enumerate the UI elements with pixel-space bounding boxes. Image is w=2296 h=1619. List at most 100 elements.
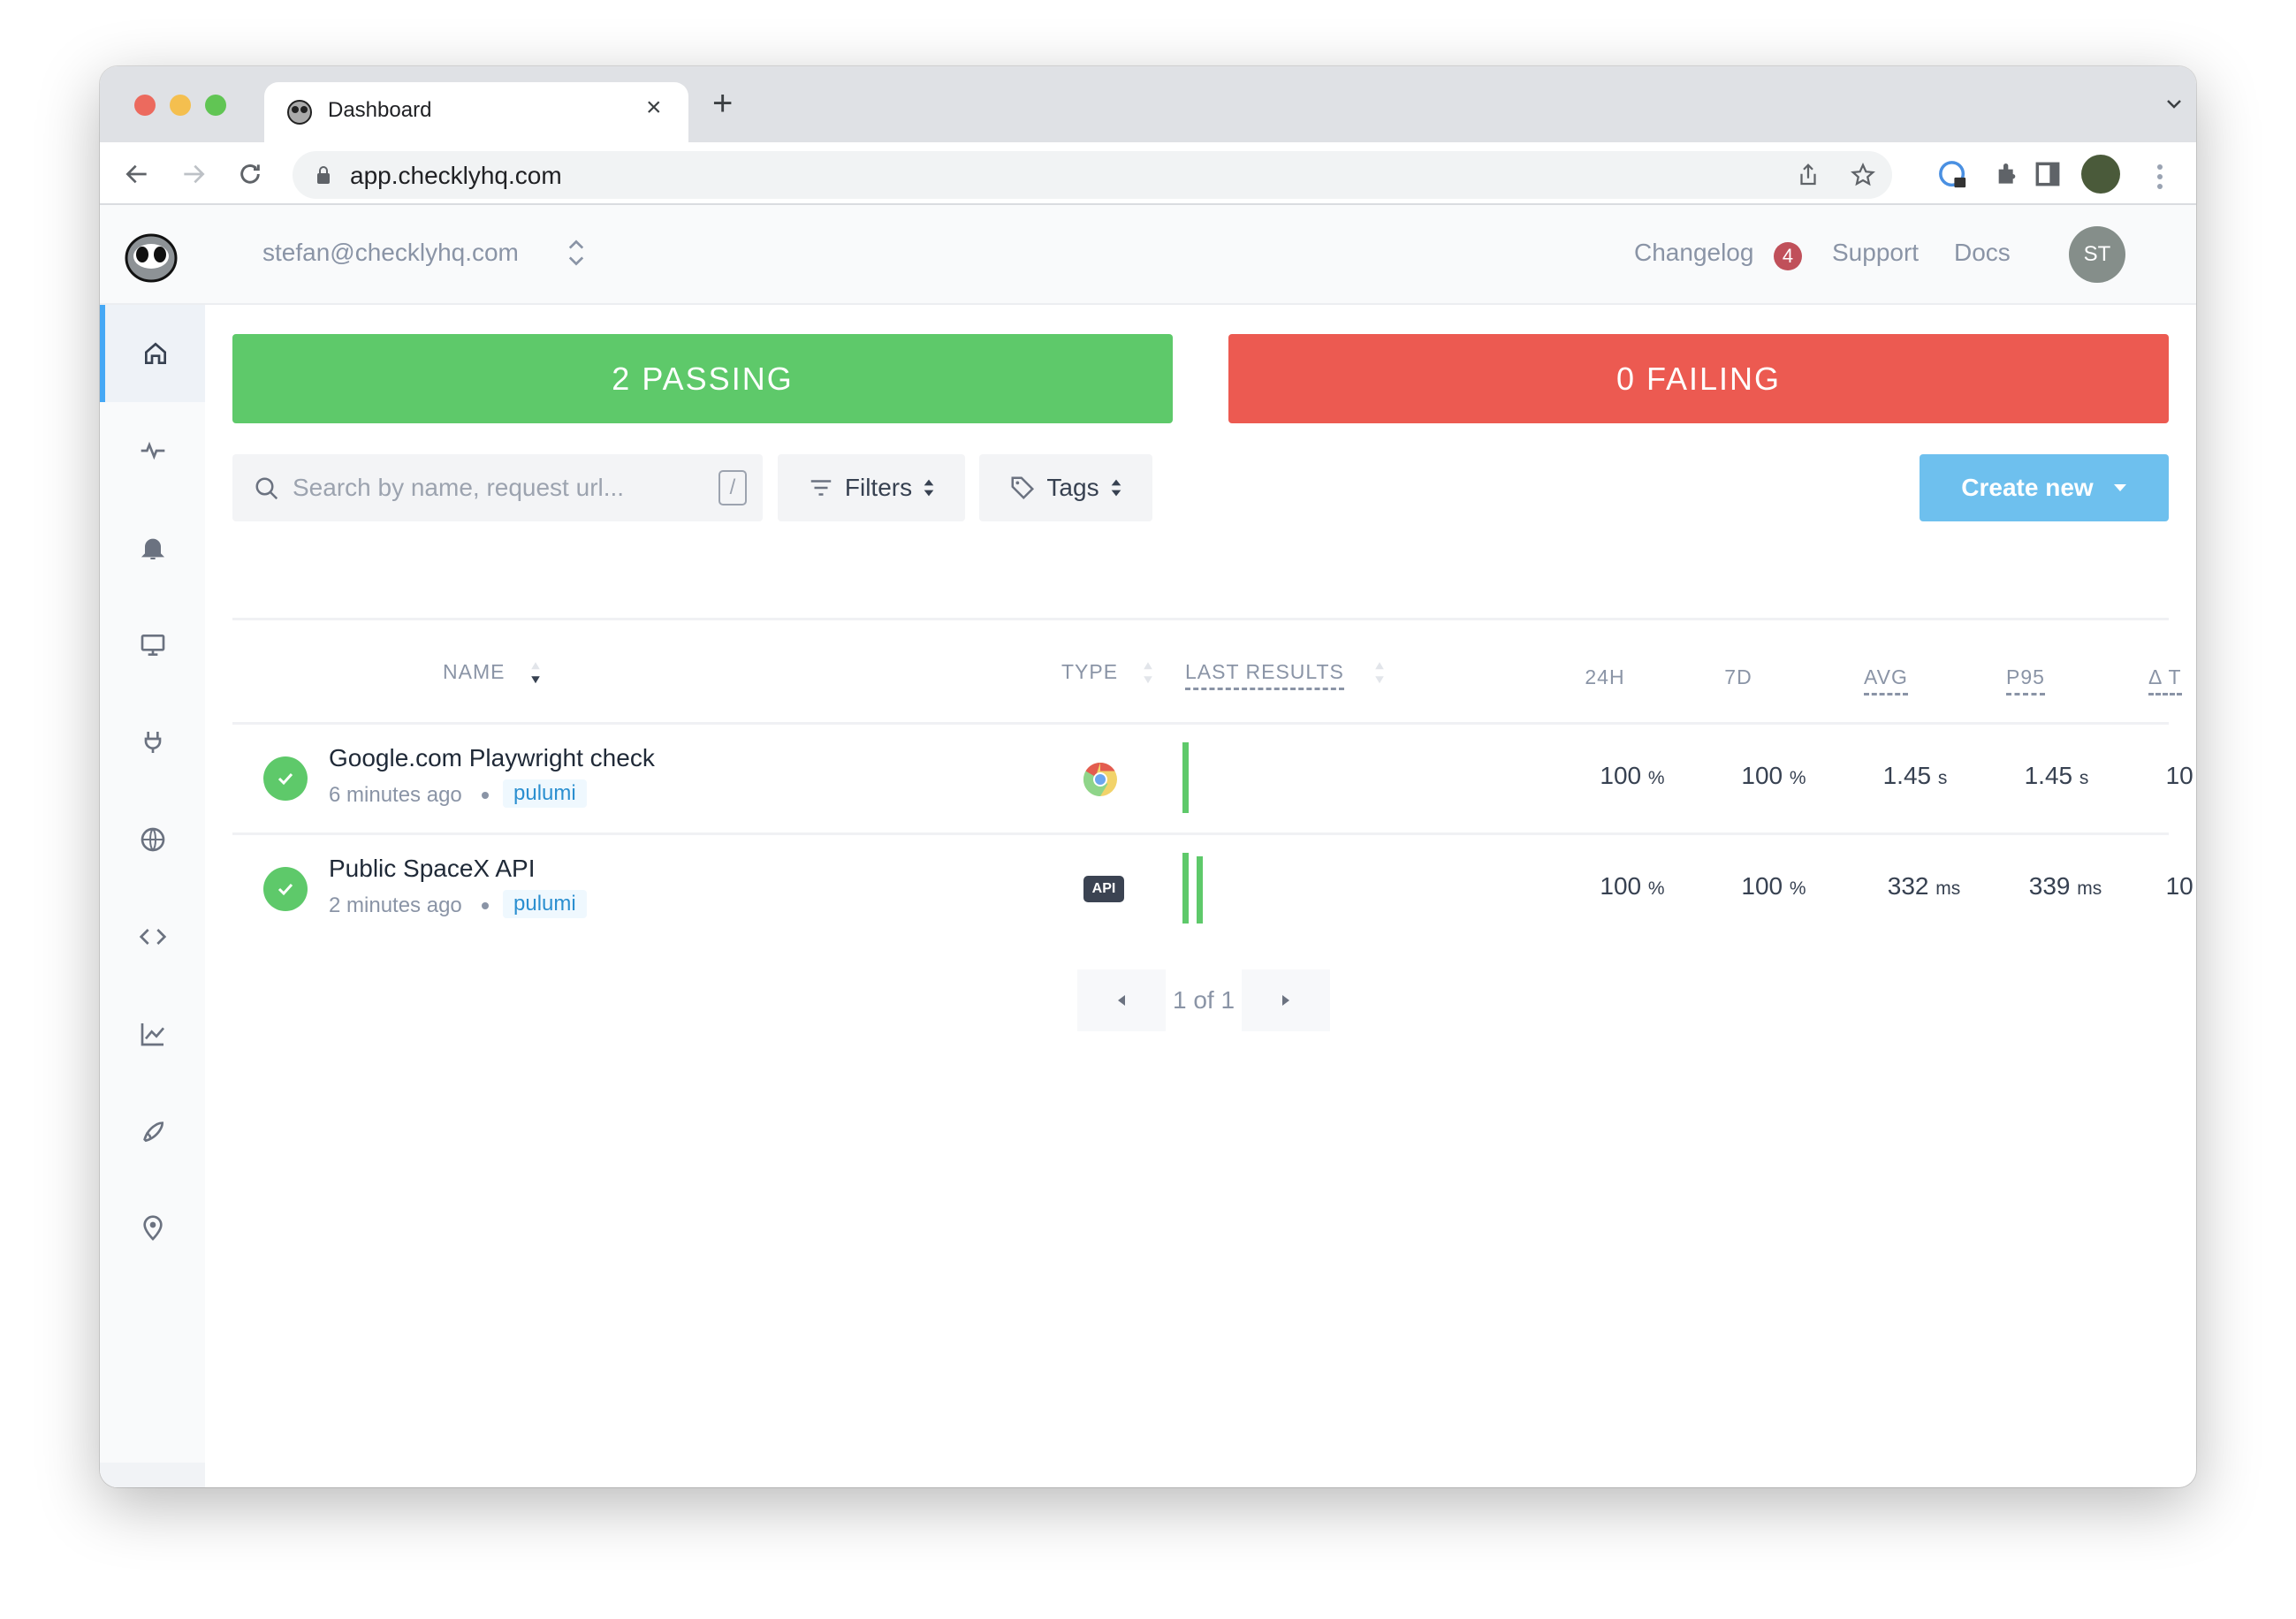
check-name[interactable]: Google.com Playwright check — [329, 744, 655, 771]
url-text: app.checklyhq.com — [350, 162, 562, 189]
star-icon[interactable] — [1850, 162, 1876, 188]
tab-strip: Dashboard × + — [100, 66, 2196, 142]
search-icon — [255, 477, 278, 500]
browser-toolbar: app.checklyhq.com — [100, 142, 2196, 205]
chrome-icon — [1083, 762, 1117, 797]
sidebar-item-private-locations[interactable] — [100, 1180, 205, 1277]
uptime-7d: 100 % — [1741, 762, 1806, 789]
p95-response: 339 ms — [2028, 872, 2102, 900]
globe-icon — [141, 827, 164, 852]
sort-icon[interactable] — [1141, 658, 1155, 688]
sidebar-item-snippets[interactable] — [100, 888, 205, 985]
sidebar-item-getting-started[interactable] — [100, 1083, 205, 1180]
checkly-logo — [125, 233, 178, 283]
profile-avatar[interactable] — [2081, 155, 2120, 194]
changelog-link[interactable]: Changelog — [1634, 239, 1754, 266]
check-frequency: 10 min — [2165, 762, 2193, 789]
check-last-run: 2 minutes ago — [329, 893, 462, 917]
tag-badge[interactable]: pulumi — [503, 890, 587, 918]
previous-page-button[interactable] — [1077, 969, 1166, 1031]
result-bar-pass[interactable] — [1182, 853, 1189, 924]
sidebar-item-activity[interactable] — [100, 402, 205, 499]
api-badge: API — [1083, 876, 1124, 902]
sidebar-item-locations[interactable] — [100, 791, 205, 888]
forward-icon[interactable] — [179, 160, 208, 188]
avg-response: 1.45 s — [1882, 762, 1948, 789]
share-icon[interactable] — [1795, 162, 1821, 188]
failing-summary[interactable]: 0 FAILING — [1228, 334, 2169, 423]
create-new-label: Create new — [1961, 474, 2094, 501]
activity-icon — [141, 441, 164, 460]
lock-icon — [317, 166, 330, 184]
uptime-24h: 100 % — [1600, 872, 1665, 900]
close-tab-icon[interactable]: × — [646, 93, 662, 122]
column-header-delta-t: Δ T — [2148, 665, 2182, 695]
back-icon[interactable] — [123, 160, 151, 188]
bell-icon — [141, 538, 164, 559]
search-input[interactable]: Search by name, request url... / — [232, 454, 763, 521]
browser-tab[interactable]: Dashboard × — [264, 82, 688, 142]
maximize-window-button[interactable] — [205, 95, 226, 116]
tag-badge[interactable]: pulumi — [503, 779, 587, 808]
minimize-window-button[interactable] — [170, 95, 191, 116]
tags-button[interactable]: Tags — [979, 454, 1152, 521]
app-header: stefan@checklyhq.com Changelog 4 Support… — [100, 205, 2196, 305]
sidebar-item-alerts[interactable] — [100, 499, 205, 597]
account-switcher[interactable]: stefan@checklyhq.com — [262, 239, 519, 266]
password-manager-icon[interactable] — [1938, 160, 1968, 190]
caret-down-icon — [2113, 484, 2126, 491]
filters-button[interactable]: Filters — [778, 454, 965, 521]
next-page-button[interactable] — [1242, 969, 1330, 1031]
sidebar-item-integrations[interactable] — [100, 694, 205, 791]
sidebar-item-dashboards[interactable] — [100, 597, 205, 694]
column-header-last-results[interactable]: LAST RESULTS — [1185, 660, 1344, 690]
extensions-icon[interactable] — [1993, 160, 2021, 188]
chevron-down-icon[interactable] — [2163, 93, 2185, 114]
caret-right-icon — [1282, 995, 1289, 1006]
tab-title: Dashboard — [328, 98, 432, 122]
table-row[interactable]: Public SpaceX API 2 minutes ago pulumi A… — [232, 835, 2193, 943]
sort-arrows-icon — [1111, 479, 1121, 497]
main-content: 2 PASSING 0 FAILING Search by name, requ… — [205, 305, 2196, 1487]
sidebar-item-reporting[interactable] — [100, 985, 205, 1083]
side-panel-icon[interactable] — [2035, 162, 2060, 186]
address-bar[interactable]: app.checklyhq.com — [293, 151, 1892, 199]
search-placeholder: Search by name, request url... — [293, 474, 625, 501]
result-bar-pass[interactable] — [1182, 742, 1189, 813]
sort-icon[interactable] — [1372, 658, 1387, 688]
page-indicator: 1 of 1 — [1172, 986, 1235, 1014]
check-last-run: 6 minutes ago — [329, 783, 462, 807]
docs-link[interactable]: Docs — [1954, 239, 2011, 266]
monitor-icon — [141, 635, 164, 656]
home-icon — [144, 342, 166, 364]
passing-summary[interactable]: 2 PASSING — [232, 334, 1173, 423]
new-tab-icon[interactable]: + — [712, 84, 734, 123]
column-header-p95: P95 — [2006, 665, 2045, 695]
browser-menu-icon[interactable] — [2157, 160, 2163, 194]
create-new-button[interactable]: Create new — [1920, 454, 2169, 521]
column-header-name[interactable]: NAME — [443, 660, 506, 683]
divider — [232, 832, 2169, 835]
raccoon-favicon-icon — [287, 100, 312, 125]
uptime-7d: 100 % — [1741, 872, 1806, 900]
chevron-up-down-icon[interactable] — [566, 237, 586, 269]
sort-desc-icon[interactable] — [528, 658, 543, 688]
expand-sidebar-button[interactable] — [100, 1463, 205, 1487]
check-name[interactable]: Public SpaceX API — [329, 855, 536, 882]
column-header-avg: AVG — [1864, 665, 1908, 695]
table-row[interactable]: Google.com Playwright check 6 minutes ag… — [232, 725, 2193, 832]
support-link[interactable]: Support — [1832, 239, 1920, 266]
result-bar-pass[interactable] — [1197, 856, 1203, 924]
tag-icon — [1011, 476, 1035, 500]
divider — [232, 722, 2169, 725]
rocket-icon — [142, 1121, 163, 1143]
user-avatar[interactable]: ST — [2069, 226, 2125, 283]
column-header-7d: 7D — [1724, 665, 1752, 688]
caret-left-icon — [1118, 995, 1125, 1006]
reload-icon[interactable] — [236, 160, 264, 188]
filter-icon — [810, 480, 832, 496]
column-header-type[interactable]: TYPE — [1061, 660, 1119, 683]
map-pin-icon — [142, 1215, 163, 1241]
sidebar-item-home[interactable] — [100, 305, 205, 402]
close-window-button[interactable] — [134, 95, 156, 116]
